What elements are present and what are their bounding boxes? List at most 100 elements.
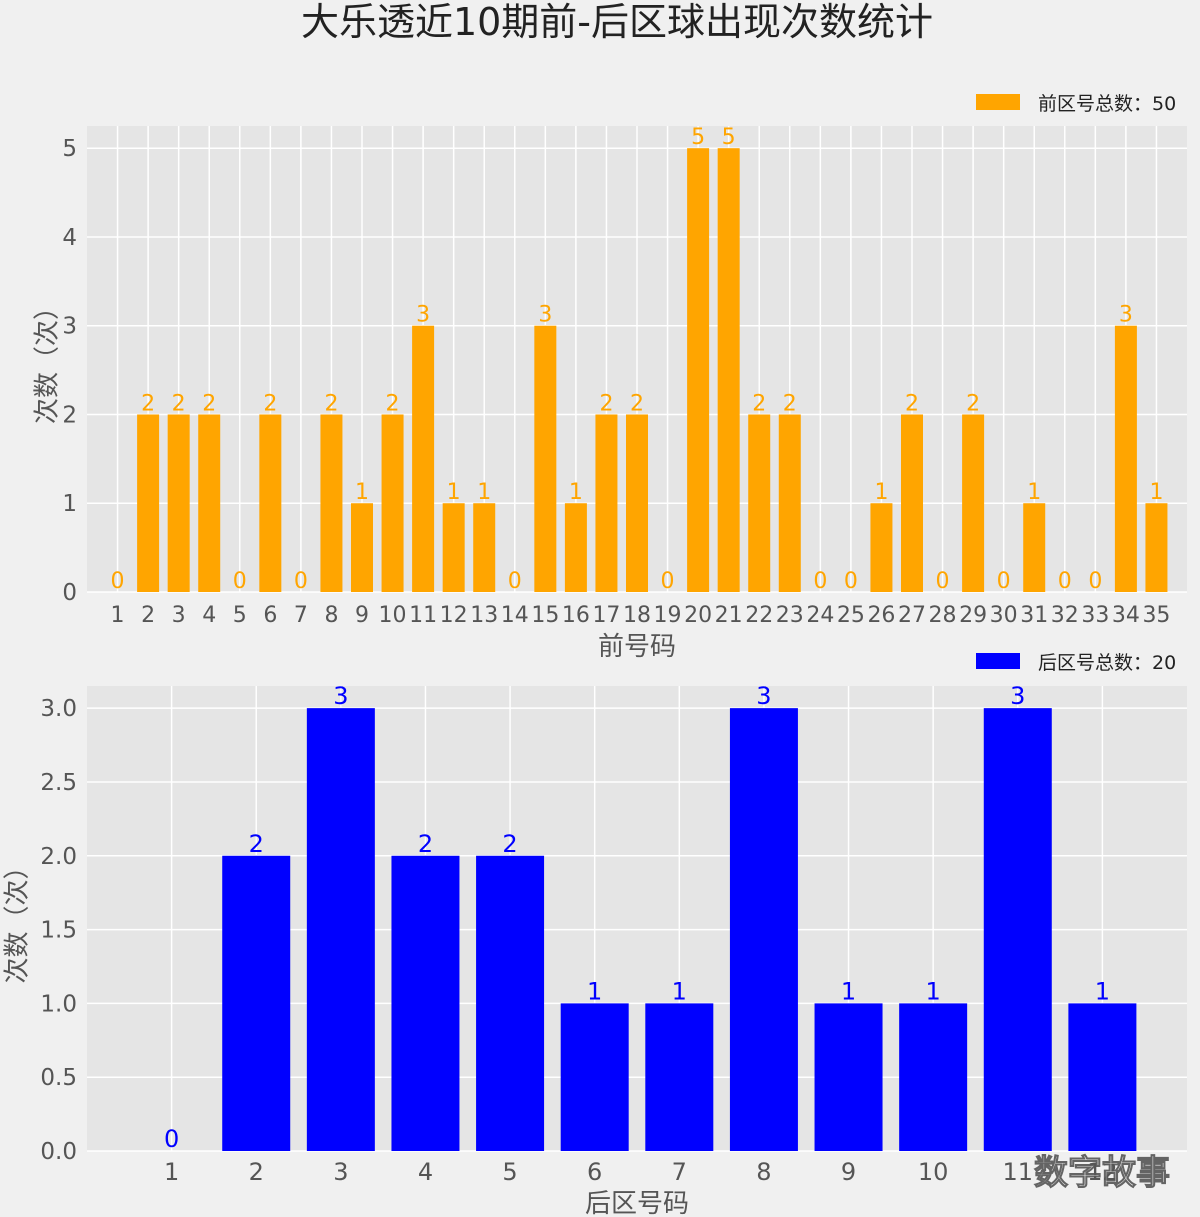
bar-value-label: 0 — [813, 569, 827, 594]
bar — [320, 414, 343, 592]
x-tick-label: 9 — [841, 1158, 856, 1186]
bar-value-label: 0 — [1088, 569, 1102, 594]
bar-value-label: 1 — [355, 480, 369, 505]
x-tick-label: 6 — [587, 1158, 602, 1186]
y-tick-label: 0.0 — [40, 1139, 77, 1165]
bar-value-label: 2 — [630, 391, 644, 416]
x-tick-label: 8 — [324, 603, 338, 628]
x-tick-label: 2 — [249, 1158, 264, 1186]
x-tick-label: 9 — [355, 603, 369, 628]
bar-value-label: 5 — [691, 125, 705, 150]
bar-value-label: 1 — [1095, 977, 1110, 1005]
bar-value-label: 0 — [111, 569, 125, 594]
bar — [306, 708, 375, 1151]
x-tick-label: 15 — [531, 603, 559, 628]
bar-value-label: 1 — [926, 977, 941, 1005]
x-tick-label: 28 — [929, 603, 957, 628]
bar-value-label: 2 — [783, 391, 797, 416]
bar — [626, 414, 648, 592]
bar — [687, 148, 710, 592]
x-tick-label: 32 — [1051, 603, 1079, 628]
back-zone-chart: 0.00.51.01.52.02.53.00122332425161738191… — [3, 652, 1187, 1217]
x-tick-label: 21 — [715, 603, 743, 628]
y-tick-label: 4 — [62, 225, 77, 251]
bar-value-label: 3 — [1119, 303, 1133, 328]
x-tick-label: 34 — [1112, 603, 1140, 628]
bar — [595, 414, 618, 592]
x-axis-label: 后区号码 — [585, 1189, 689, 1217]
y-tick-label: 0 — [62, 580, 77, 606]
bar — [167, 414, 190, 592]
y-tick-label: 1 — [62, 491, 77, 517]
bar — [1114, 325, 1137, 592]
x-tick-label: 33 — [1081, 603, 1109, 628]
bar — [717, 148, 740, 592]
x-tick-label: 10 — [918, 1158, 949, 1186]
bar — [778, 414, 801, 592]
x-tick-label: 35 — [1142, 603, 1170, 628]
bar-value-label: 2 — [141, 391, 155, 416]
bar-value-label: 3 — [416, 303, 430, 328]
bar — [351, 503, 373, 592]
x-tick-label: 11 — [1002, 1158, 1033, 1186]
x-tick-label: 12 — [440, 603, 468, 628]
bar-value-label: 2 — [966, 391, 980, 416]
bar-value-label: 1 — [569, 480, 583, 505]
legend-swatch — [976, 653, 1020, 669]
bar-value-label: 2 — [324, 391, 338, 416]
bar-value-label: 0 — [844, 569, 858, 594]
bar — [962, 414, 985, 592]
legend-swatch — [976, 94, 1020, 110]
bar — [729, 708, 798, 1151]
x-tick-label: 25 — [837, 603, 865, 628]
x-tick-label: 17 — [592, 603, 620, 628]
watermark: 数字故事 — [1034, 1153, 1170, 1193]
y-tick-label: 2.5 — [40, 770, 77, 796]
bar-value-label: 1 — [672, 977, 687, 1005]
bar — [222, 855, 291, 1151]
bar-value-label: 0 — [661, 569, 675, 594]
x-axis-label: 前号码 — [598, 632, 676, 662]
bar — [814, 1003, 883, 1151]
legend-label: 后区号总数：20 — [1038, 652, 1176, 674]
bar-value-label: 1 — [477, 480, 491, 505]
bar-value-label: 0 — [233, 569, 247, 594]
front-zone-chart: 0123450122232405260728192103111121130143… — [33, 93, 1187, 662]
x-tick-label: 5 — [502, 1158, 517, 1186]
x-tick-label: 7 — [672, 1158, 687, 1186]
bar — [899, 1003, 968, 1151]
bar — [645, 1003, 714, 1151]
bar-value-label: 0 — [508, 569, 522, 594]
bar-value-label: 0 — [294, 569, 308, 594]
bar-value-label: 3 — [538, 303, 552, 328]
x-tick-label: 16 — [562, 603, 590, 628]
bar-value-label: 1 — [447, 480, 461, 505]
bar-value-label: 3 — [1010, 682, 1025, 710]
x-tick-label: 7 — [294, 603, 308, 628]
y-tick-label: 2.0 — [40, 844, 77, 870]
bar — [983, 708, 1052, 1151]
bar — [901, 414, 923, 592]
y-tick-label: 3.0 — [40, 696, 77, 722]
x-tick-label: 4 — [418, 1158, 433, 1186]
bar-value-label: 5 — [722, 125, 736, 150]
x-tick-label: 5 — [233, 603, 247, 628]
bar-value-label: 3 — [756, 682, 771, 710]
x-tick-label: 3 — [172, 603, 186, 628]
bar-value-label: 0 — [997, 569, 1011, 594]
x-tick-label: 29 — [959, 603, 987, 628]
bar-value-label: 3 — [333, 682, 348, 710]
x-tick-label: 1 — [164, 1158, 179, 1186]
y-tick-label: 1.0 — [40, 991, 77, 1017]
x-tick-label: 26 — [867, 603, 895, 628]
bar-value-label: 2 — [502, 830, 517, 858]
x-tick-label: 27 — [898, 603, 926, 628]
bar — [442, 503, 465, 592]
bar — [560, 1003, 629, 1151]
bar — [1068, 1003, 1137, 1151]
bar-value-label: 2 — [386, 391, 400, 416]
bar — [412, 325, 435, 592]
bar — [198, 414, 221, 592]
y-tick-label: 5 — [62, 136, 77, 162]
bar-value-label: 2 — [202, 391, 216, 416]
